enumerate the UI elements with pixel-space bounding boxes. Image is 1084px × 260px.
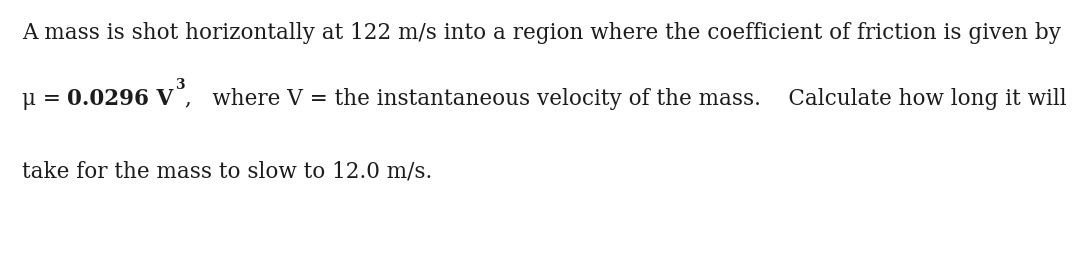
Text: 0.0296 V: 0.0296 V (67, 88, 173, 110)
Text: μ =: μ = (22, 88, 67, 110)
Text: 3: 3 (175, 78, 184, 92)
Text: ,   where V = the instantaneous velocity of the mass.    Calculate how long it w: , where V = the instantaneous velocity o… (185, 88, 1067, 110)
Text: take for the mass to slow to 12.0 m/s.: take for the mass to slow to 12.0 m/s. (22, 160, 433, 182)
Text: A mass is shot horizontally at 122 m/s into a region where the coefficient of fr: A mass is shot horizontally at 122 m/s i… (22, 22, 1061, 44)
